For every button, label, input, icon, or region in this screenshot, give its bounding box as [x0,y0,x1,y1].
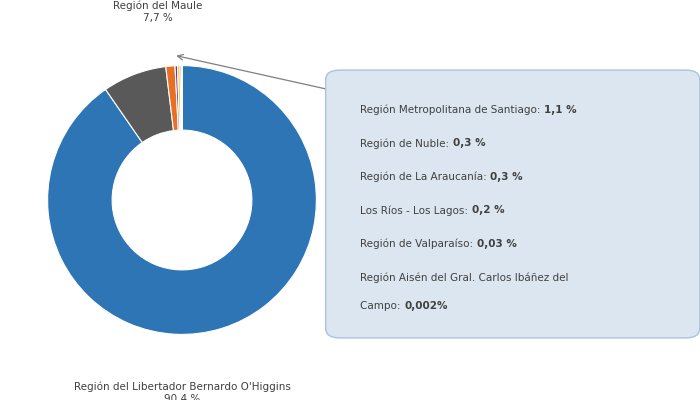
Text: 0,03 %: 0,03 % [477,239,517,249]
Text: Región del Maule
7,7 %: Región del Maule 7,7 % [113,0,202,22]
Wedge shape [175,66,180,130]
Text: Región Metropolitana de Santiago:: Región Metropolitana de Santiago: [360,105,544,115]
FancyBboxPatch shape [326,70,700,338]
Wedge shape [106,66,174,142]
Wedge shape [48,66,316,334]
Text: 0,3 %: 0,3 % [453,138,485,148]
Text: 0,3 %: 0,3 % [490,172,523,182]
Text: Los Ríos - Los Lagos:: Los Ríos - Los Lagos: [360,205,472,216]
Text: Región Aisén del Gral. Carlos Ibáñez del: Región Aisén del Gral. Carlos Ibáñez del [360,272,569,283]
Text: 0,002%: 0,002% [404,301,447,311]
Text: Región de Nuble:: Región de Nuble: [360,138,453,149]
Text: Campo:: Campo: [360,301,404,311]
Text: Región de La Araucanía:: Región de La Araucanía: [360,172,490,182]
Text: 0,2 %: 0,2 % [472,205,504,215]
Text: Región de Valparaíso:: Región de Valparaíso: [360,239,477,249]
Text: Región del Libertador Bernardo O'Higgins
90,4 %: Región del Libertador Bernardo O'Higgins… [74,382,290,400]
Wedge shape [180,66,182,130]
Wedge shape [178,66,181,130]
Wedge shape [166,66,179,131]
Text: 1,1 %: 1,1 % [544,105,577,115]
